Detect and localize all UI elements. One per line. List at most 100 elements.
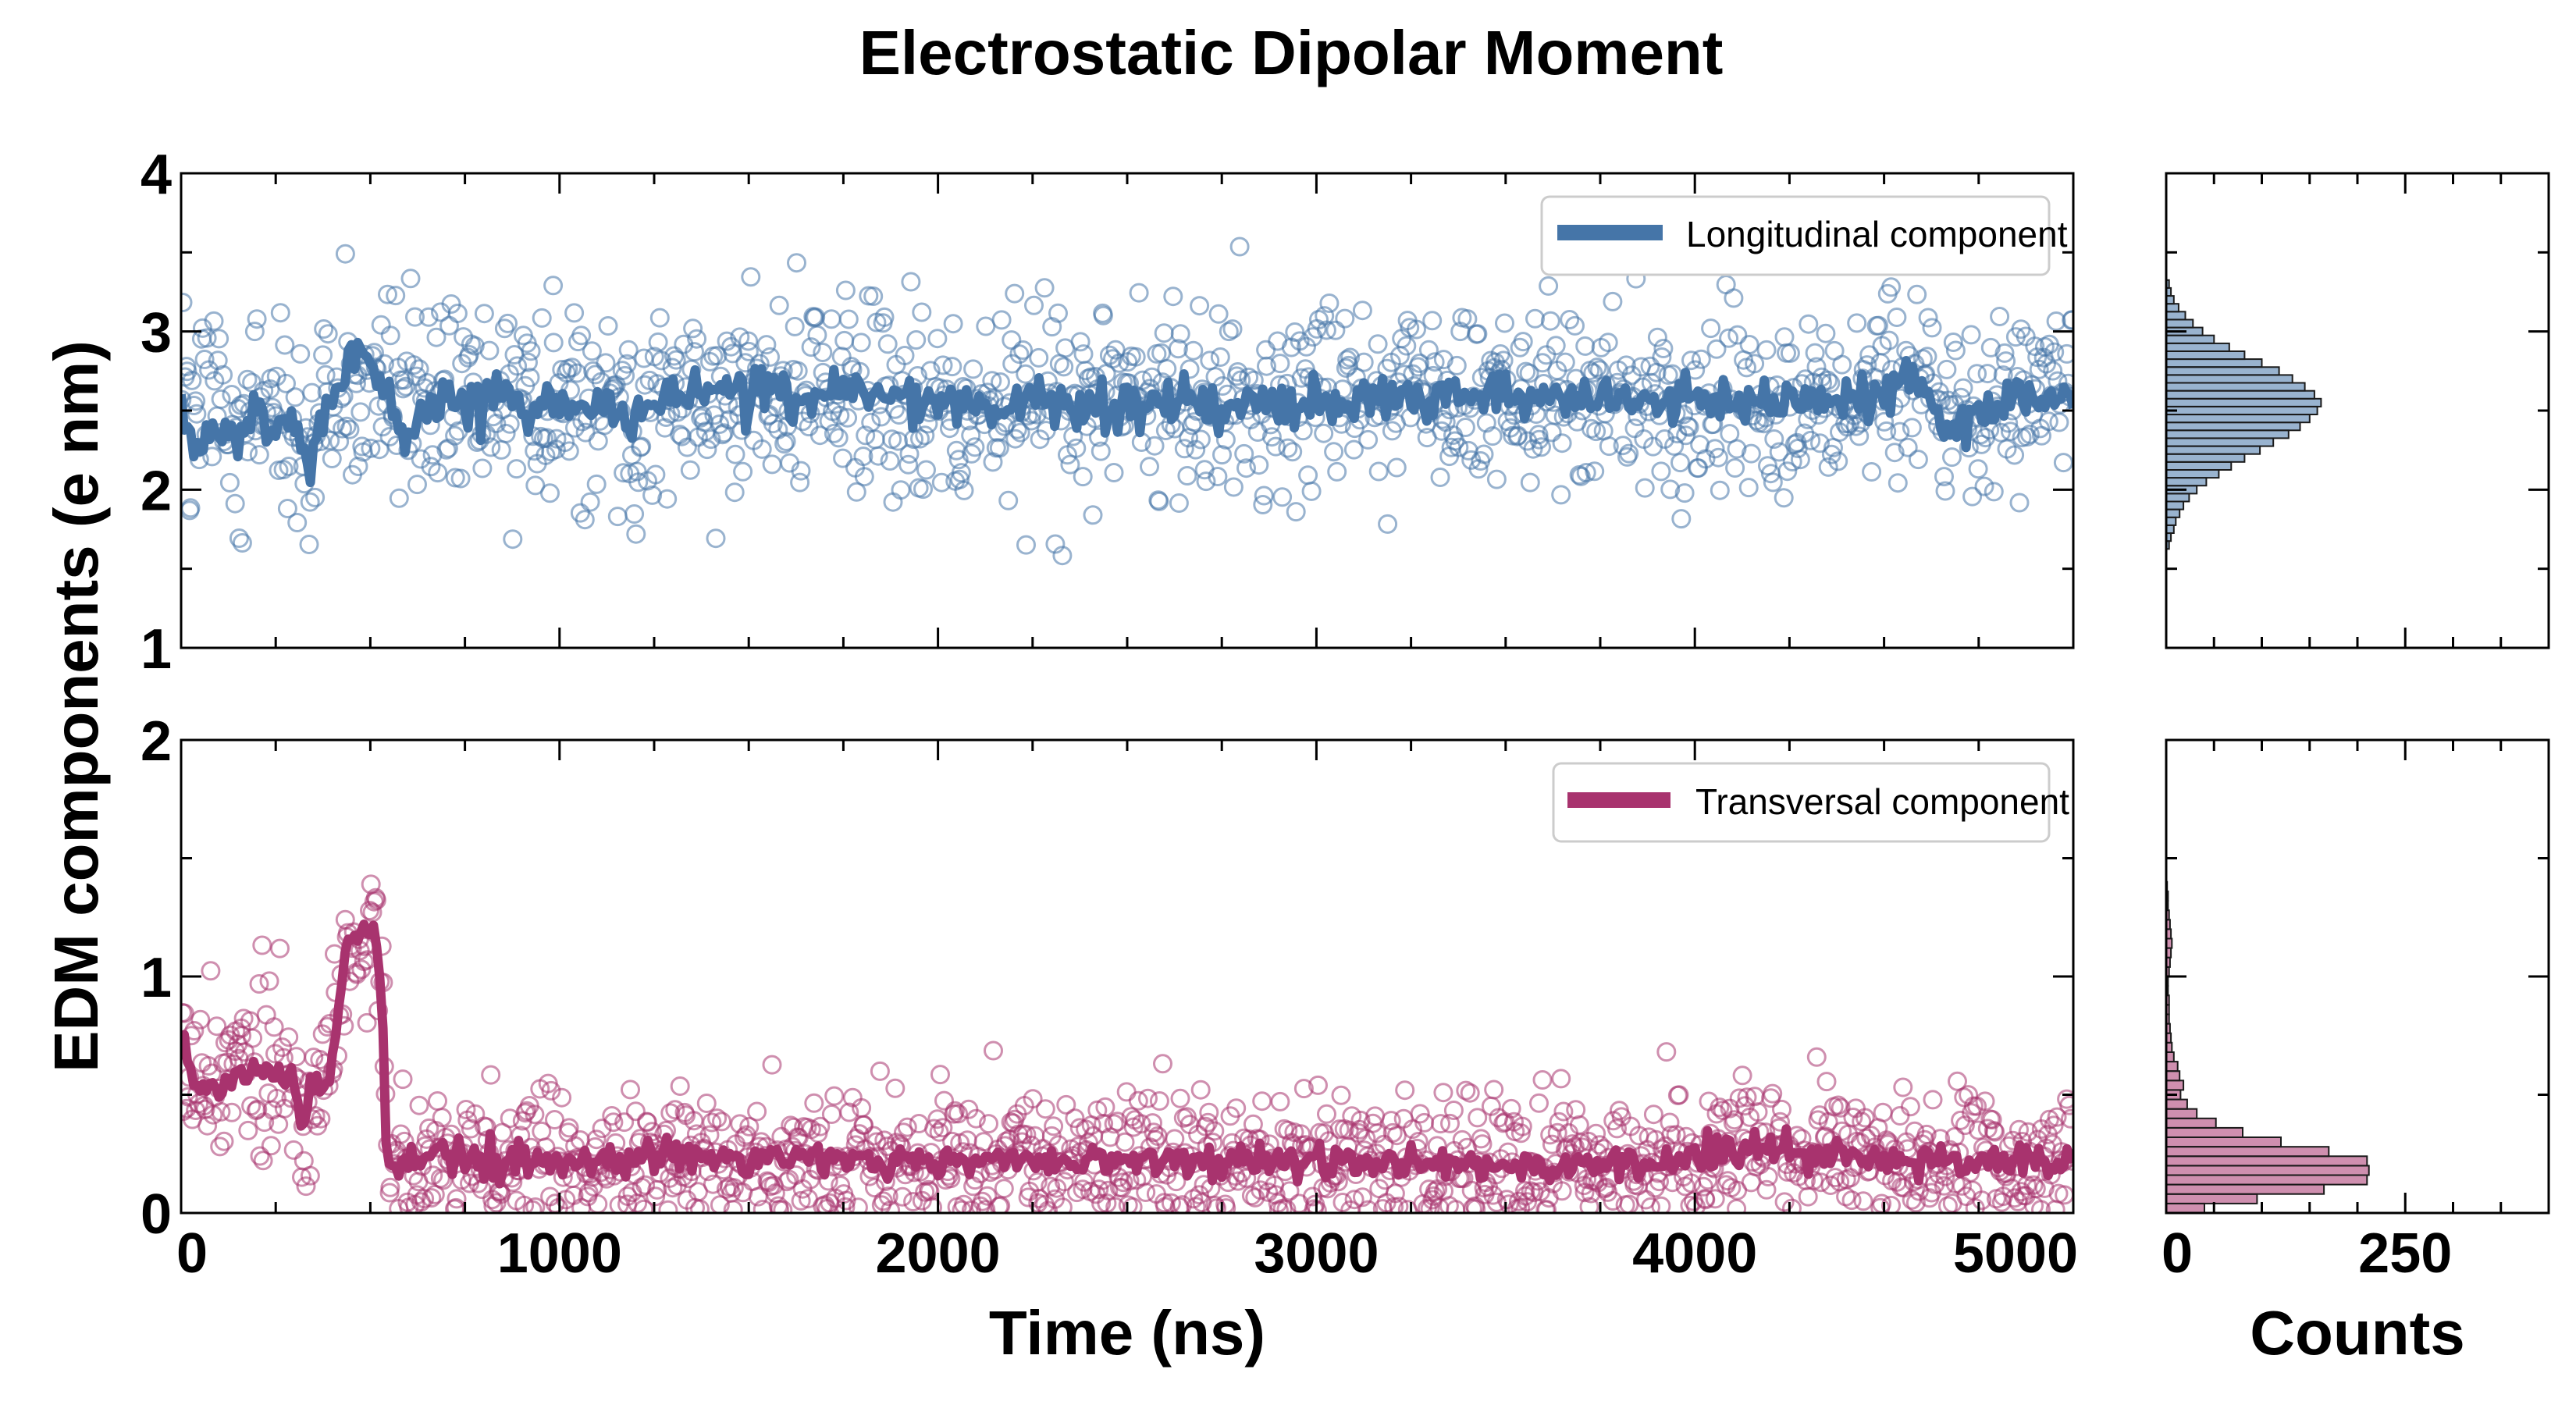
- scatter-point: [1170, 324, 1190, 344]
- scatter-point: [207, 1016, 227, 1037]
- scatter-point: [472, 458, 493, 478]
- scatter-point: [264, 1017, 284, 1037]
- scatter-point: [769, 295, 789, 315]
- scatter-point: [1234, 443, 1254, 464]
- scatter-point: [1034, 278, 1055, 298]
- scatter-point: [2019, 424, 2040, 444]
- legend-box: [1552, 762, 2051, 843]
- scatter-point: [791, 461, 811, 481]
- scatter-point: [1810, 433, 1830, 454]
- scatter-point: [877, 1136, 898, 1157]
- scatter-point: [1095, 1097, 1115, 1117]
- scatter-point: [400, 269, 421, 289]
- scatter-point: [930, 1065, 950, 1085]
- scatter-point: [261, 1136, 281, 1156]
- histogram-bar: [2165, 1193, 2258, 1204]
- scatter-point: [415, 1189, 435, 1209]
- scatter-point: [1937, 359, 1957, 379]
- histogram-bar: [2165, 1155, 2368, 1167]
- scatter-point: [296, 1176, 316, 1197]
- scatter-point: [1083, 505, 1103, 525]
- scatter-point: [1154, 323, 1174, 343]
- scatter-point: [1961, 325, 1981, 345]
- scatter-point: [665, 1100, 685, 1120]
- scatter-point: [1052, 546, 1073, 566]
- scatter-point: [846, 482, 866, 502]
- scatter-point: [1868, 315, 1888, 336]
- scatter-point: [204, 311, 224, 331]
- scatter-point: [699, 1125, 720, 1145]
- scatter-point: [1763, 472, 1783, 493]
- scatter-point: [211, 389, 231, 409]
- scatter-point: [586, 1129, 607, 1150]
- scatter-point: [1190, 1185, 1209, 1205]
- scatter-point: [1314, 423, 1334, 443]
- scatter-point: [1439, 1196, 1459, 1213]
- scatter-point: [915, 425, 935, 446]
- scatter-point: [1073, 467, 1093, 487]
- scatter-point: [314, 319, 334, 339]
- scatter-point: [214, 1131, 234, 1151]
- scatter-point: [741, 267, 761, 287]
- scatter-point: [1805, 343, 1825, 363]
- scatter-point: [1204, 1121, 1225, 1141]
- scatter-point: [494, 318, 514, 339]
- scatter-point: [878, 1186, 898, 1207]
- scatter-point: [1551, 1069, 1571, 1089]
- scatter-point: [1777, 343, 1796, 363]
- scatter-point: [790, 472, 810, 493]
- scatter-point: [851, 333, 871, 353]
- scatter-point: [1466, 1199, 1486, 1213]
- scatter-point: [378, 284, 397, 304]
- scatter-point: [1179, 359, 1200, 379]
- scatter-point: [889, 405, 909, 425]
- scatter-point: [1493, 350, 1514, 371]
- scatter-point: [428, 463, 448, 483]
- scatter-point: [1468, 324, 1488, 344]
- scatter-point: [1887, 308, 1907, 327]
- running-average-line: [181, 337, 2073, 488]
- scatter-point: [977, 1186, 998, 1206]
- scatter-point: [445, 425, 465, 446]
- scatter-point: [1029, 347, 1049, 368]
- scatter-point: [1586, 1123, 1606, 1144]
- scatter-point: [481, 1065, 501, 1085]
- scatter-point: [950, 469, 970, 489]
- scatter-point: [1433, 1083, 1453, 1103]
- scatter-point: [1163, 286, 1183, 307]
- scatter-point: [1501, 1098, 1521, 1119]
- scatter-point: [1758, 1167, 1778, 1186]
- scatter-point: [685, 342, 704, 362]
- scatter-point: [1540, 1125, 1560, 1145]
- scatter-point: [723, 1200, 743, 1213]
- scatter-point: [804, 1093, 824, 1113]
- scatter-point: [1671, 509, 1692, 529]
- histogram-bar: [2165, 358, 2263, 368]
- scatter-point: [1129, 283, 1149, 303]
- scatter-point: [1325, 320, 1346, 340]
- scatter-point: [1782, 1198, 1802, 1213]
- histogram-bar: [2165, 1183, 2325, 1195]
- scatter-point: [1215, 429, 1236, 450]
- scatter-point: [350, 402, 371, 422]
- scatter-point: [824, 423, 844, 443]
- scatter-point: [989, 438, 1009, 458]
- scatter-point: [1555, 352, 1575, 372]
- scatter-point: [1319, 293, 1340, 313]
- histogram-bar: [2165, 374, 2293, 384]
- scatter-point: [2023, 1175, 2044, 1195]
- scatter-point: [707, 1108, 728, 1129]
- scatter-point: [2057, 1089, 2073, 1109]
- scatter-point: [1837, 417, 1857, 437]
- scatter-point: [1849, 426, 1870, 446]
- scatter-point: [1656, 1042, 1677, 1062]
- y-tick-label: 3: [141, 302, 172, 365]
- scatter-point: [329, 432, 350, 452]
- scatter-point: [788, 361, 808, 381]
- histogram-bar: [2165, 1202, 2205, 1215]
- scatter-point: [1293, 1079, 1314, 1099]
- scatter-point: [1855, 1108, 1875, 1128]
- scatter-point: [1005, 429, 1026, 449]
- scatter-point: [1774, 327, 1795, 347]
- scatter-point: [285, 387, 305, 407]
